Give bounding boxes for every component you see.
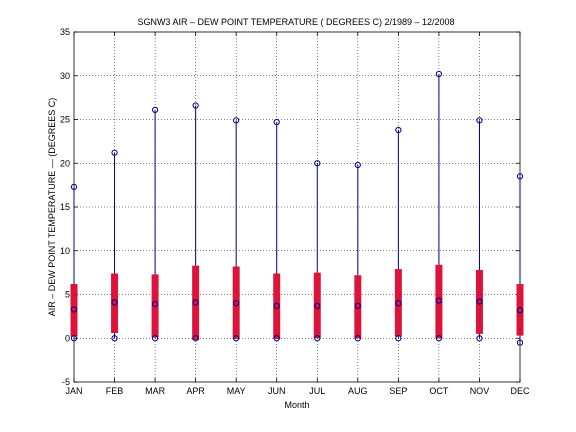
min-point-mar <box>151 335 159 342</box>
x-tick-label-jun: JUN <box>268 386 286 396</box>
iqr-box-may <box>232 266 240 340</box>
median-point-oct <box>435 297 443 304</box>
median-point-feb <box>111 299 118 306</box>
x-tick-label-dec: DEC <box>510 386 530 396</box>
min-point-oct <box>435 335 443 342</box>
max-point-jun <box>273 119 280 126</box>
min-point-jul <box>314 335 321 342</box>
y-tick-label: -5 <box>62 377 70 387</box>
max-point-apr <box>192 102 199 109</box>
iqr-box-apr <box>192 265 200 340</box>
y-axis-ticks: -5 0 5 10 15 20 25 30 35 <box>60 27 520 387</box>
median-point-jun <box>273 302 280 309</box>
max-point-oct <box>435 70 443 78</box>
x-tick-label-aug: AUG <box>348 386 368 396</box>
min-point-jan <box>70 335 78 342</box>
x-tick-label-mar: MAR <box>145 386 166 396</box>
iqr-box-oct <box>435 264 443 339</box>
iqr-box-jan <box>70 284 78 337</box>
y-tick-label: 20 <box>60 158 70 168</box>
iqr-box-jul <box>313 272 321 339</box>
x-tick-label-jan: JAN <box>65 386 82 396</box>
iqr-box-aug <box>354 275 362 339</box>
min-point-sep <box>395 335 402 342</box>
median-point-jan <box>70 306 78 313</box>
median-point-nov <box>476 298 483 305</box>
x-tick-label-may: MAY <box>227 386 246 396</box>
x-tick-label-sep: SEP <box>389 386 407 396</box>
y-tick-label: 10 <box>60 246 70 256</box>
chart-title: SGNW3 AIR – DEW POINT TEMPERATURE ( DEGR… <box>137 17 454 27</box>
median-point-jul <box>314 302 321 309</box>
min-point-jun <box>273 335 280 342</box>
x-axis-label: Month <box>284 400 309 410</box>
x-axis-ticks: JAN FEB MAR APR MAY JUN JUL AUG SEP OCT NOV DEC <box>65 32 530 396</box>
max-point-jul <box>314 160 321 167</box>
median-point-mar <box>151 301 159 308</box>
median-point-dec <box>516 307 524 314</box>
iqr-box-sep <box>394 269 402 337</box>
grid-lines <box>74 32 520 382</box>
y-tick-label: 35 <box>60 27 70 37</box>
max-point-mar <box>151 106 159 113</box>
box-marks <box>70 70 524 346</box>
median-point-may <box>233 300 240 307</box>
min-point-dec <box>516 339 524 346</box>
y-tick-label: 30 <box>60 71 70 81</box>
y-tick-label: 5 <box>65 290 70 300</box>
x-tick-label-feb: FEB <box>106 386 124 396</box>
max-point-nov <box>476 117 483 124</box>
min-point-may <box>233 335 240 342</box>
median-point-aug <box>354 302 361 309</box>
iqr-box-nov <box>475 270 483 334</box>
y-tick-label: 25 <box>60 115 70 125</box>
min-point-nov <box>476 335 483 342</box>
y-tick-label: 15 <box>60 202 70 212</box>
max-point-aug <box>354 161 361 169</box>
max-point-dec <box>516 173 524 180</box>
iqr-box-feb <box>111 273 119 333</box>
median-point-sep <box>395 300 402 307</box>
max-point-feb <box>111 149 118 156</box>
y-tick-label: 0 <box>65 333 70 343</box>
min-point-aug <box>354 335 361 342</box>
x-tick-label-jul: JUL <box>309 386 325 396</box>
y-axis-label: AIR – DEW POINT TEMPERATURE — (DEGREES C… <box>47 98 57 317</box>
x-tick-label-apr: APR <box>186 386 205 396</box>
iqr-box-dec <box>516 284 524 336</box>
max-point-may <box>233 117 240 124</box>
median-point-apr <box>192 299 199 306</box>
max-point-jan <box>70 183 78 190</box>
x-tick-label-oct: OCT <box>429 386 449 396</box>
min-point-feb <box>111 335 118 342</box>
iqr-box-mar <box>151 274 159 338</box>
min-point-apr <box>192 335 199 342</box>
max-point-sep <box>395 126 402 134</box>
iqr-box-jun <box>273 273 281 340</box>
x-tick-label-nov: NOV <box>470 386 490 396</box>
